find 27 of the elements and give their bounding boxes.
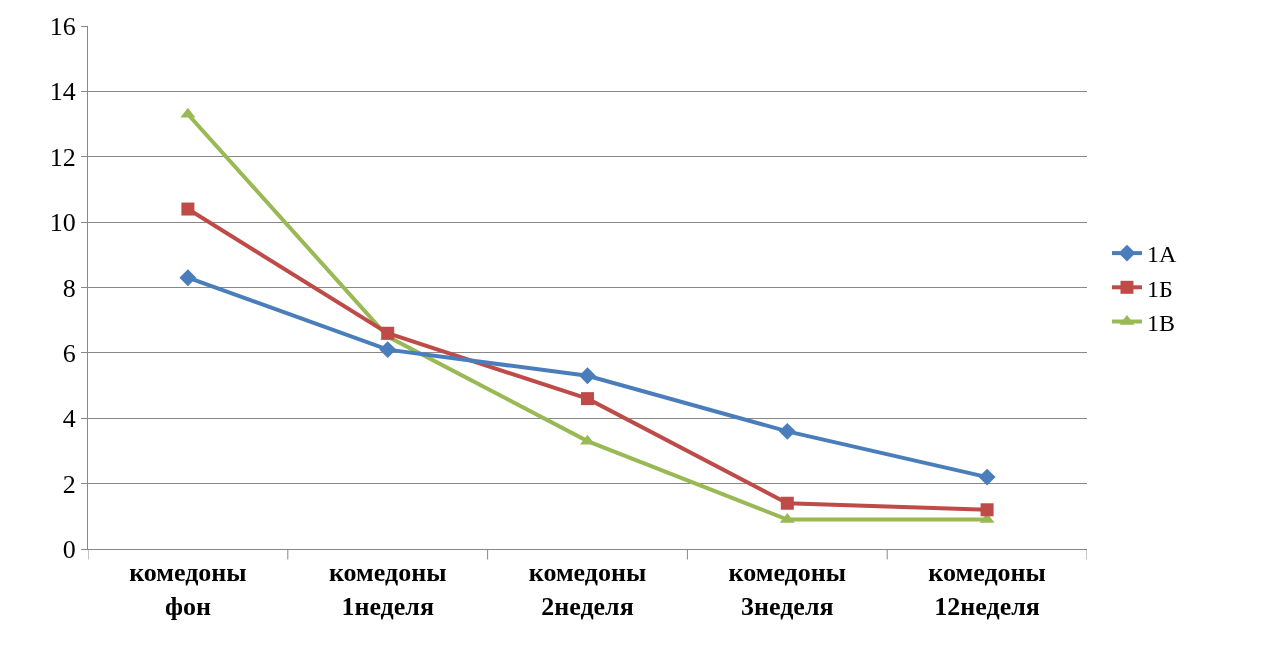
y-tick-label: 14 xyxy=(49,77,76,107)
x-tick-label: комедоны фон xyxy=(129,558,247,621)
y-tick-label: 6 xyxy=(62,338,76,368)
point xyxy=(579,367,596,385)
y-tick-label: 8 xyxy=(62,273,76,303)
y-tick-label: 2 xyxy=(62,469,76,499)
legend-label: 1А xyxy=(1146,241,1177,268)
point xyxy=(780,496,794,510)
y-tick-label: 12 xyxy=(49,142,76,172)
y-tick-label: 10 xyxy=(49,208,76,238)
legend-label: 1В xyxy=(1146,309,1175,336)
point xyxy=(978,468,996,486)
y-tick-label: 16 xyxy=(49,12,76,42)
point xyxy=(179,269,197,287)
point xyxy=(980,503,994,517)
x-tick-label: комедоны 2неделя xyxy=(528,558,647,621)
point xyxy=(379,341,397,359)
point xyxy=(581,392,594,406)
y-tick-label: 0 xyxy=(62,535,76,565)
point xyxy=(381,326,395,340)
y-tick-label: 4 xyxy=(62,404,76,434)
x-tick-label: комедоны 1неделя xyxy=(328,558,447,621)
point xyxy=(181,202,195,216)
point xyxy=(778,422,796,440)
legend-label: 1Б xyxy=(1146,275,1173,302)
x-tick-label: комедоны 12неделя xyxy=(928,558,1046,621)
x-tick-label: комедоны 3неделя xyxy=(728,558,847,621)
